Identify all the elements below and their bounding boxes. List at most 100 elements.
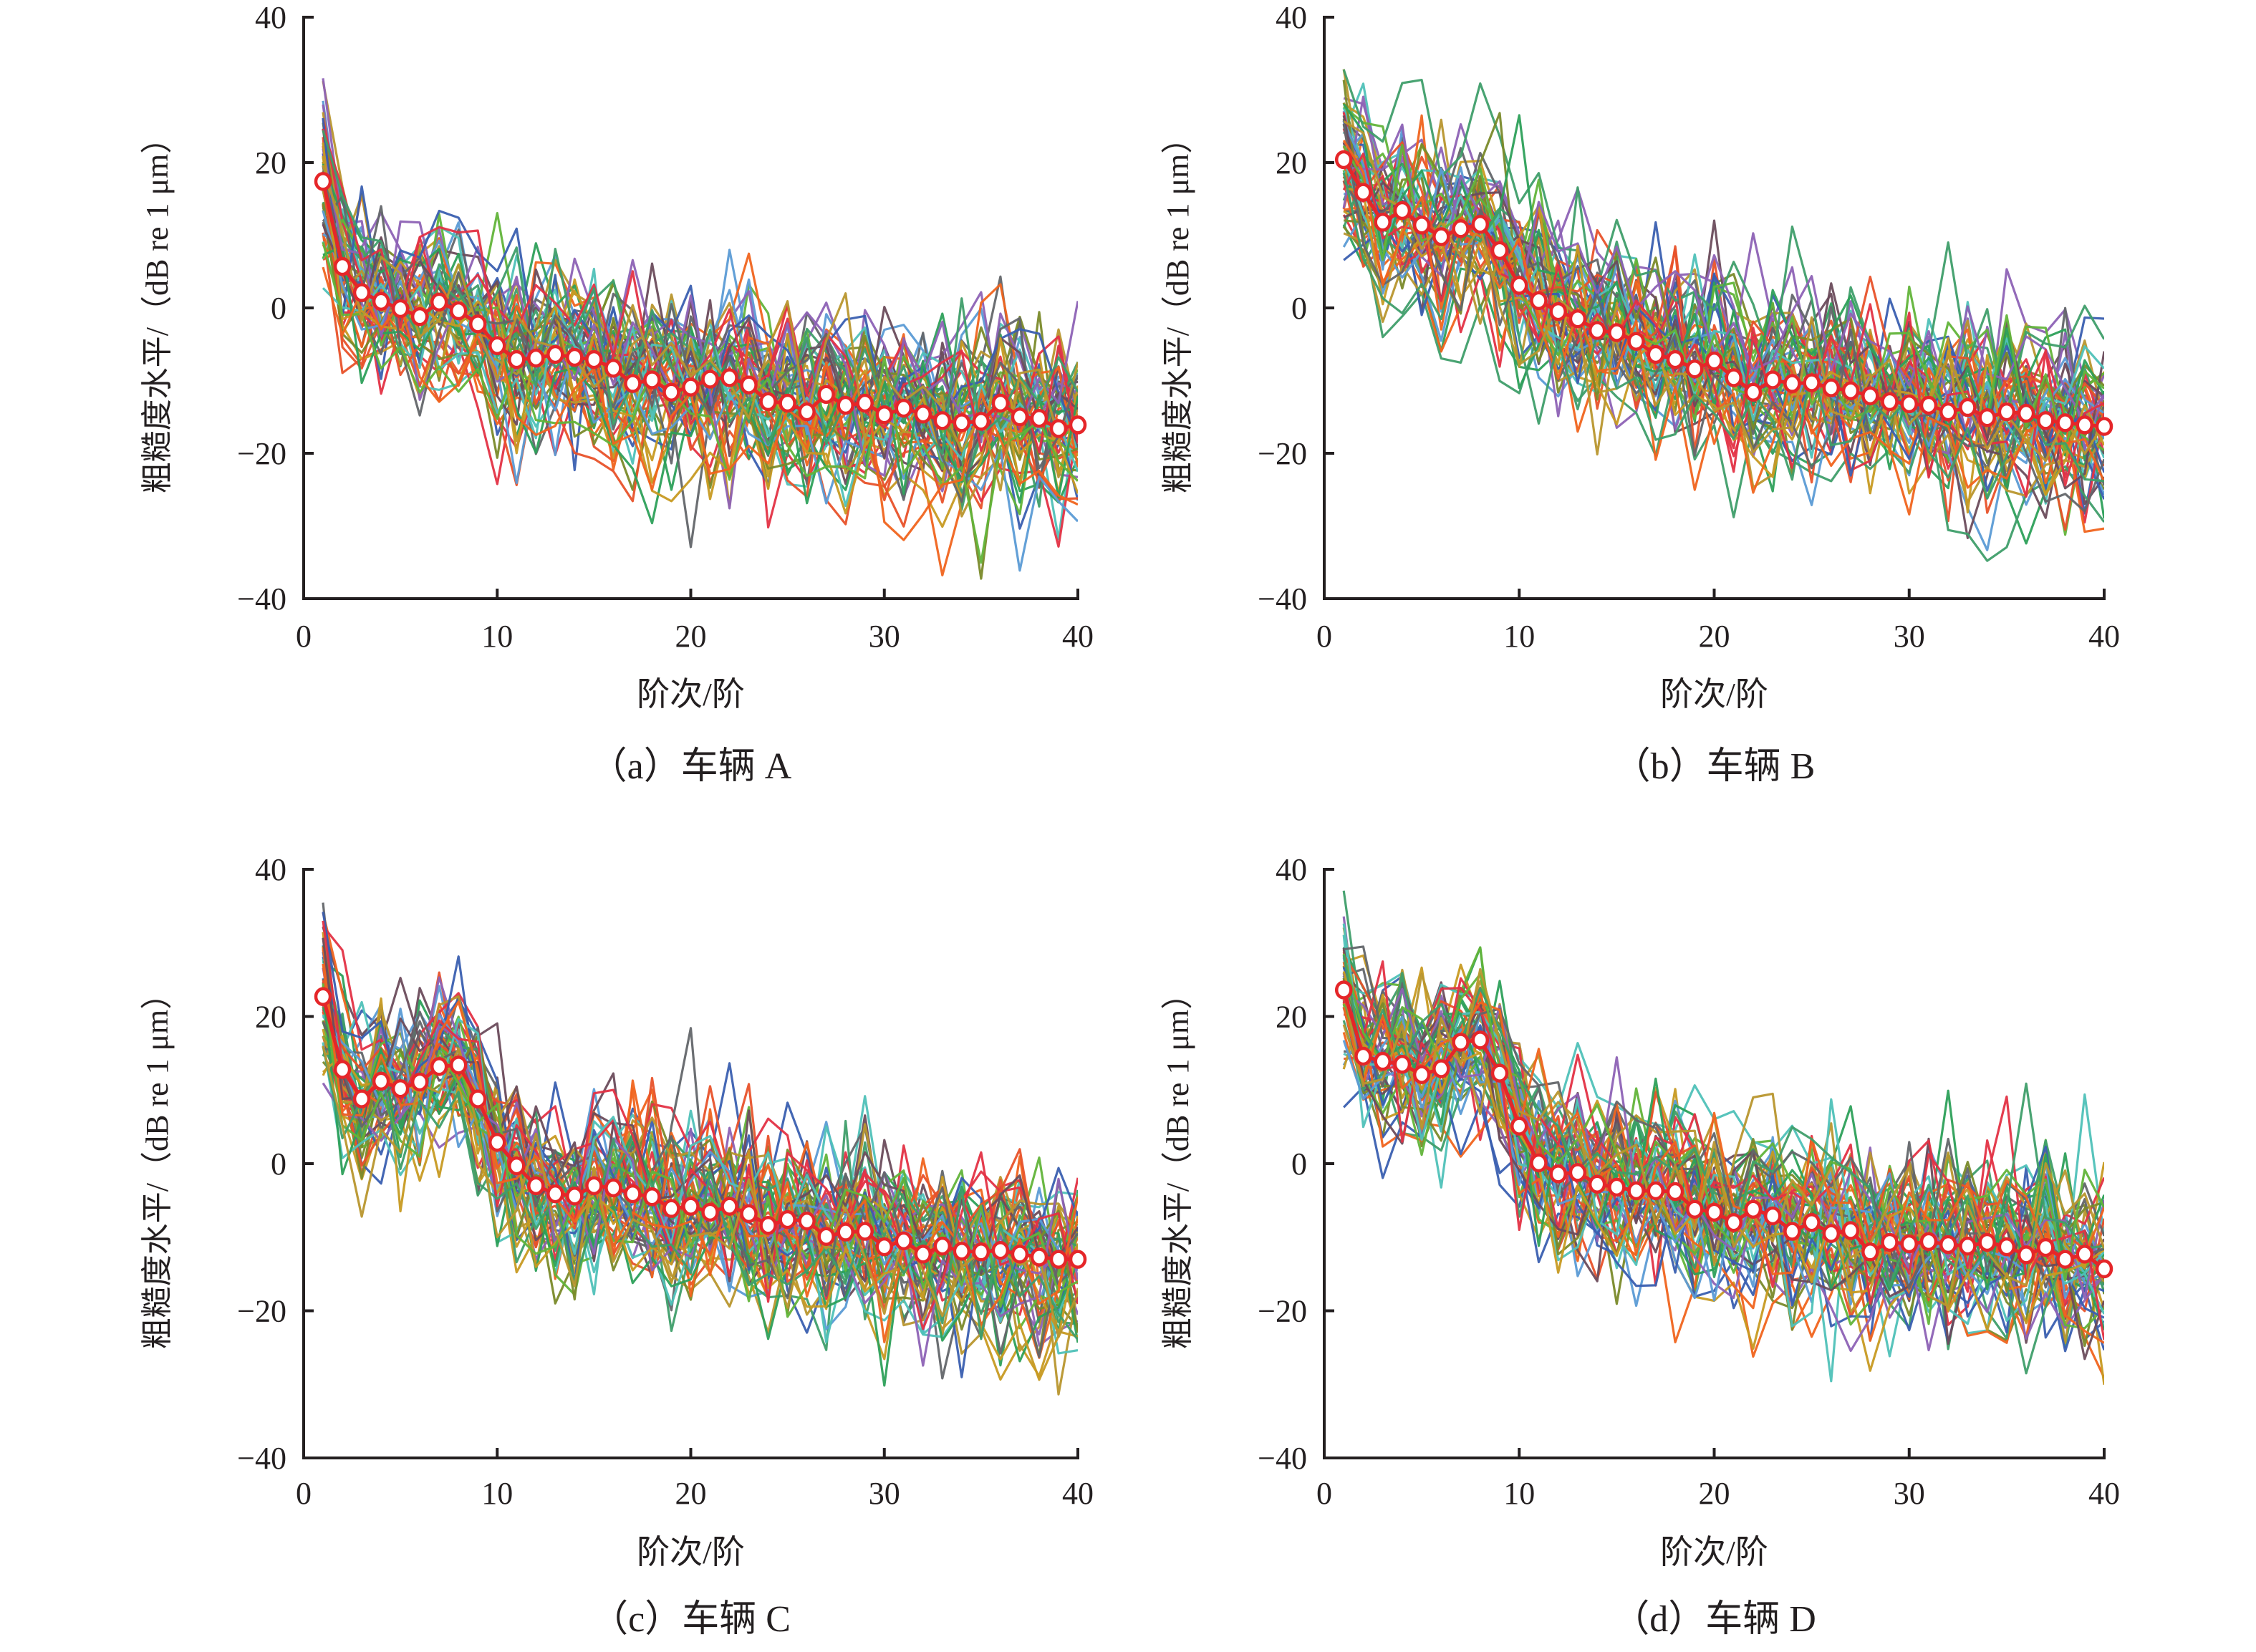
y-axis-label: 粗糙度水平/（dB re 1 μm） — [140, 122, 175, 494]
mean-marker — [1049, 1250, 1068, 1269]
x-tick-label: 20 — [1699, 1476, 1730, 1511]
record-line — [322, 165, 1078, 492]
mean-marker — [1763, 1206, 1782, 1226]
mean-marker — [798, 1211, 816, 1231]
mean-marker — [1939, 1235, 1957, 1255]
mean-marker — [953, 413, 971, 433]
mean-line — [1342, 158, 2105, 428]
mean-marker — [1919, 395, 1938, 415]
mean-marker — [991, 393, 1010, 413]
mean-marker — [682, 377, 700, 397]
mean-marker — [488, 1132, 506, 1152]
mean-marker — [1069, 415, 1087, 435]
mean-marker — [1744, 382, 1763, 402]
mean-marker — [585, 1176, 603, 1196]
y-tick-label: 0 — [1291, 1146, 1307, 1182]
y-tick-label: −40 — [1258, 581, 1307, 617]
record-line — [1342, 140, 2104, 516]
mean-marker — [1919, 1232, 1938, 1252]
mean-marker — [720, 368, 738, 387]
mean-marker — [546, 1184, 564, 1204]
record-line — [322, 1005, 1078, 1300]
mean-marker — [1432, 227, 1450, 246]
mean-marker — [1783, 1222, 1801, 1241]
mean-marker — [410, 306, 429, 327]
mean-marker — [2017, 403, 2035, 423]
mean-marker — [527, 348, 545, 368]
y-tick-label: 20 — [1276, 1000, 1307, 1035]
x-tick-label: 0 — [1316, 619, 1332, 654]
mean-marker — [798, 402, 816, 422]
mean-marker — [1471, 1030, 1490, 1050]
mean-marker — [817, 1227, 835, 1246]
mean-marker — [1900, 1234, 1918, 1254]
mean-marker — [837, 395, 854, 415]
mean-marker — [1568, 1163, 1587, 1182]
mean-marker — [895, 1231, 913, 1251]
chart-panel-d: −40 −20 0 20 40 0 10 20 30 40 阶次/阶 粗糙度水平/（dB re 1 μ… — [1160, 852, 2120, 1640]
mean-marker — [604, 358, 622, 378]
record-line — [322, 187, 1078, 518]
y-axis-label: 粗糙度水平/（dB re 1 μm） — [1160, 122, 1195, 494]
mean-marker — [566, 347, 584, 367]
x-tick-label: 40 — [1062, 1476, 1094, 1511]
mean-marker — [875, 405, 893, 425]
mean-marker — [1490, 241, 1509, 261]
mean-marker — [1588, 321, 1606, 340]
mean-marker — [508, 1156, 526, 1176]
mean-marker — [1647, 344, 1665, 364]
mean-marker — [527, 1176, 545, 1196]
mean-marker — [488, 336, 506, 356]
panel-caption: （c）车辆 C — [591, 1599, 791, 1640]
mean-marker — [449, 1056, 468, 1075]
panel-caption: （b）车辆 B — [1614, 746, 1816, 787]
record-line — [1342, 960, 2104, 1341]
mean-marker — [1647, 1181, 1665, 1201]
record-line — [322, 1025, 1078, 1367]
y-tick-label: 40 — [1276, 0, 1307, 35]
y-tick-label: −20 — [1258, 1294, 1307, 1329]
mean-marker — [1530, 291, 1548, 311]
mean-marker — [314, 987, 332, 1007]
mean-marker — [1803, 1212, 1821, 1232]
mean-marker — [1608, 1177, 1626, 1197]
mean-marker — [1393, 1055, 1412, 1074]
mean-marker — [1011, 407, 1029, 427]
y-tick-label: −20 — [1258, 436, 1307, 471]
mean-marker — [372, 291, 390, 311]
mean-marker — [1959, 397, 1977, 417]
record-line — [1342, 967, 2104, 1308]
mean-marker — [1627, 1181, 1645, 1201]
mean-marker — [1939, 402, 1957, 422]
mean-marker — [914, 404, 932, 424]
x-tick-label: 0 — [296, 619, 312, 654]
mean-marker — [1881, 1232, 1899, 1252]
mean-marker — [1393, 201, 1412, 221]
mean-marker — [1030, 409, 1049, 428]
x-axis-label: 阶次/阶 — [637, 1534, 745, 1570]
mean-line — [321, 180, 1079, 431]
mean-marker — [604, 1178, 622, 1198]
mean-marker — [1354, 183, 1372, 202]
mean-marker — [624, 374, 642, 393]
record-line — [322, 1045, 1078, 1338]
mean-marker — [740, 375, 758, 395]
mean-marker — [468, 1089, 487, 1108]
mean-marker — [2056, 413, 2074, 433]
y-tick-label: 20 — [1276, 145, 1307, 180]
mean-marker — [1471, 215, 1490, 234]
y-tick-label: −40 — [1258, 1441, 1307, 1476]
record-line — [322, 920, 1078, 1330]
record-line — [322, 207, 1078, 468]
mean-marker — [856, 393, 874, 413]
mean-marker — [1510, 276, 1528, 295]
mean-marker — [701, 1202, 719, 1222]
mean-marker — [1030, 1247, 1049, 1267]
mean-marker — [2076, 1245, 2094, 1264]
mean-marker — [352, 283, 371, 302]
mean-marker — [508, 349, 526, 369]
x-tick-label: 10 — [1503, 619, 1535, 654]
x-tick-label: 40 — [2088, 619, 2120, 654]
mean-marker — [1822, 1224, 1841, 1243]
mean-marker — [1334, 980, 1353, 1000]
